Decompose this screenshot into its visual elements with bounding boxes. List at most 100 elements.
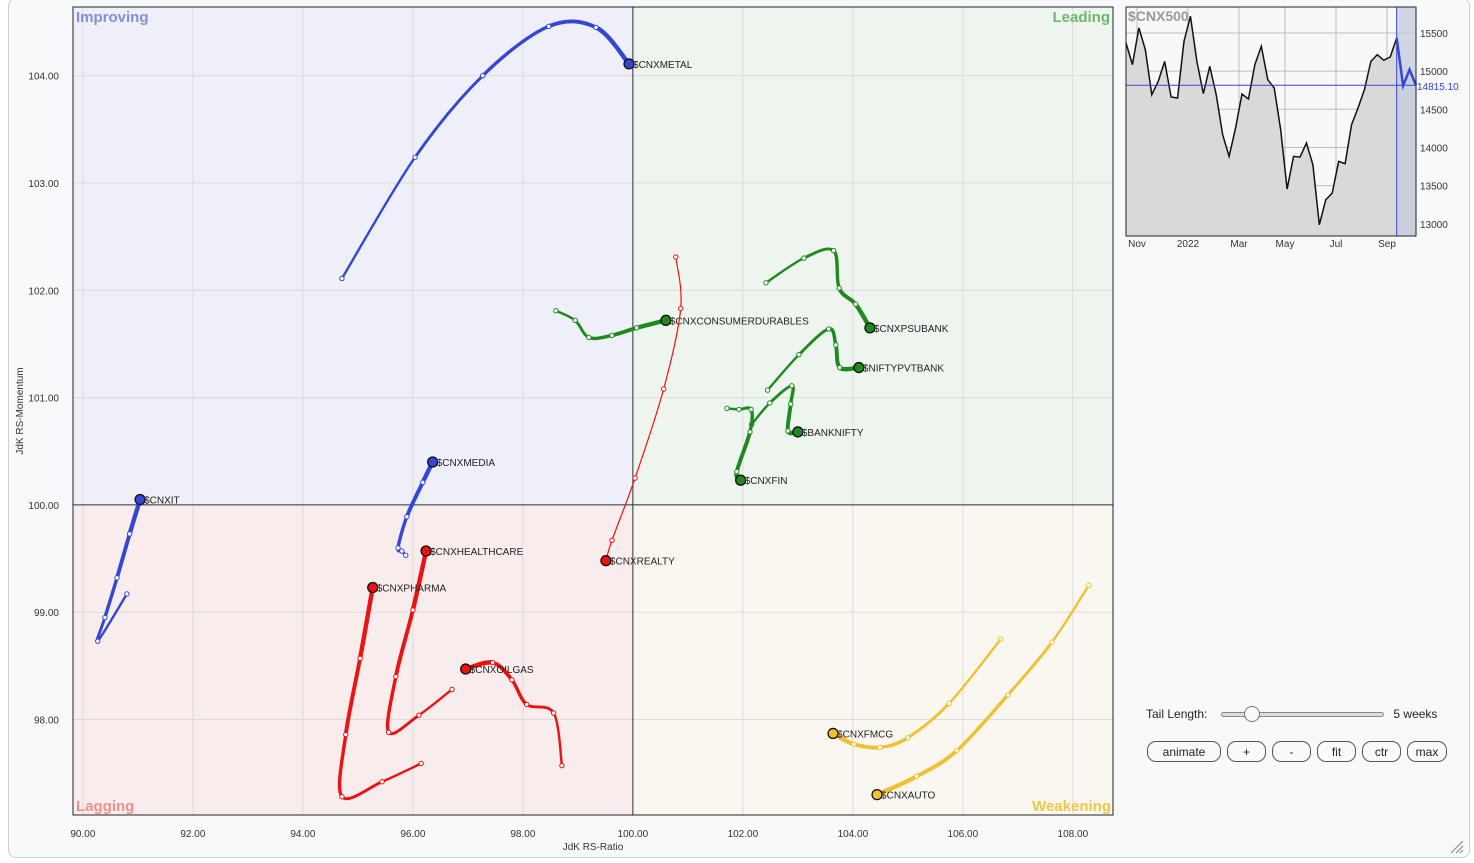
tail-point [833,342,839,348]
tail-point [480,72,486,79]
tail-point [1049,639,1055,645]
tail-label[interactable]: $CNXMEDIA [437,458,496,469]
tail-length-label: Tail Length: [1146,707,1208,721]
x-tick-label: 90.00 [70,829,95,840]
head-marker[interactable] [827,727,839,740]
tail-cnxoilgas: $CNXOILGAS [460,659,565,769]
tail-label[interactable]: $CNXIT [144,496,180,507]
head-marker[interactable] [367,581,379,594]
tail-point [95,638,101,644]
head-marker[interactable] [623,58,635,70]
tail-segment [103,576,119,620]
tail-point [946,700,952,707]
head-marker[interactable] [871,788,883,801]
slider-knob[interactable] [1243,706,1260,722]
head-marker[interactable] [792,426,804,438]
head-marker[interactable] [134,493,146,506]
tail-point [553,307,559,314]
quadrant-lagging [73,504,633,815]
tail-label[interactable]: $CNXPHARMA [377,584,447,595]
tail-cnxmedia: $CNXMEDIA [395,456,496,559]
x-tick-label: 102.00 [728,829,759,840]
tail-segment [1006,640,1054,697]
tail-label[interactable]: $CNXMETAL [633,60,693,71]
head-marker[interactable] [660,314,672,326]
tail-point [830,247,837,254]
zoom-out-button[interactable]: - [1272,741,1311,762]
tail-label[interactable]: $NIFTYPVTBANK [863,364,944,375]
tail-point [877,744,883,751]
controls-panel: Tail Length: 5 weeks animate + - fit ctr… [1146,704,1456,762]
tail-label[interactable]: $BANKNIFTY [802,428,864,439]
quadrant-label-lagging: Lagging [76,798,134,815]
zoom-in-button[interactable]: + [1227,741,1266,762]
tail-label[interactable]: $CNXPSUBANK [874,324,949,335]
tail-label[interactable]: $CNXCONSUMERDURABLES [670,316,809,327]
tail-point [410,607,416,613]
y-tick-label: 102.00 [28,286,59,297]
head-marker[interactable] [853,361,865,374]
tail-point [763,280,769,286]
tail-point [395,545,401,551]
tail-label[interactable]: $CNXOILGAS [470,665,534,676]
tail-point [767,400,773,406]
tail-point [764,387,771,393]
x-tick-label: 94.00 [290,829,315,840]
head-marker[interactable] [427,456,439,468]
tail-length-value: 5 weeks [1393,707,1438,721]
head-marker[interactable] [460,663,472,675]
tail-point [785,428,791,434]
animate-button[interactable]: animate [1147,741,1221,762]
tail-point [825,326,832,332]
tail-point [416,712,422,718]
tail-cnxauto: $CNXAUTO [871,582,1092,802]
tail-label[interactable]: $CNXREALTY [610,557,675,568]
tail-point [550,710,557,716]
tail-point [559,762,565,769]
tail-banknifty: $BANKNIFTY [748,383,864,439]
head-marker[interactable] [420,545,432,557]
tail-segment [413,74,485,159]
tail-point [789,383,795,389]
tail-point [404,513,410,520]
tail-point [343,731,349,738]
tail-point [954,747,960,754]
max-button[interactable]: max [1407,741,1447,762]
tail-point [678,305,684,312]
head-marker[interactable] [600,555,612,567]
tail-point [449,686,455,693]
tail-label[interactable]: $CNXHEALTHCARE [430,547,523,558]
tail-cnxrealty: $CNXREALTY [600,254,684,568]
tail-point [748,406,754,413]
tail-point [385,729,392,736]
y-tick-label: 104.00 [28,72,59,83]
head-marker[interactable] [735,474,747,486]
tail-point [852,301,859,307]
tail-point [412,154,418,160]
tail-length-slider[interactable] [1221,706,1385,722]
quadrant-label-weakening: Weakening [1032,798,1111,815]
tail-point [851,741,857,747]
fit-button[interactable]: fit [1317,741,1356,762]
tail-niftypvtbank: $NIFTYPVTBANK [764,326,944,393]
center-button[interactable]: ctr [1362,741,1401,762]
tail-cnxpsubank: $CNXPSUBANK [763,247,949,335]
plot-border [72,6,1114,816]
tail-point [124,591,130,597]
tail-label[interactable]: $CNXFIN [745,476,788,487]
tail-point [509,677,515,683]
y-axis-title: JdK RS-Momentum [15,367,26,454]
y-tick-label: 101.00 [28,394,59,405]
tail-point [747,429,753,435]
tail-segment [914,748,959,779]
tail-label[interactable]: $CNXFMCG [837,729,893,740]
slider-track[interactable] [1221,712,1385,717]
y-tick-label: 100.00 [28,501,59,512]
resize-grip-icon[interactable] [1448,838,1464,854]
head-marker[interactable] [864,322,876,334]
tail-point [673,254,679,260]
x-tick-label: 92.00 [180,829,205,840]
tail-cnxfmcg: $CNXFMCG [827,636,1004,751]
tail-label[interactable]: $CNXAUTO [881,791,935,802]
